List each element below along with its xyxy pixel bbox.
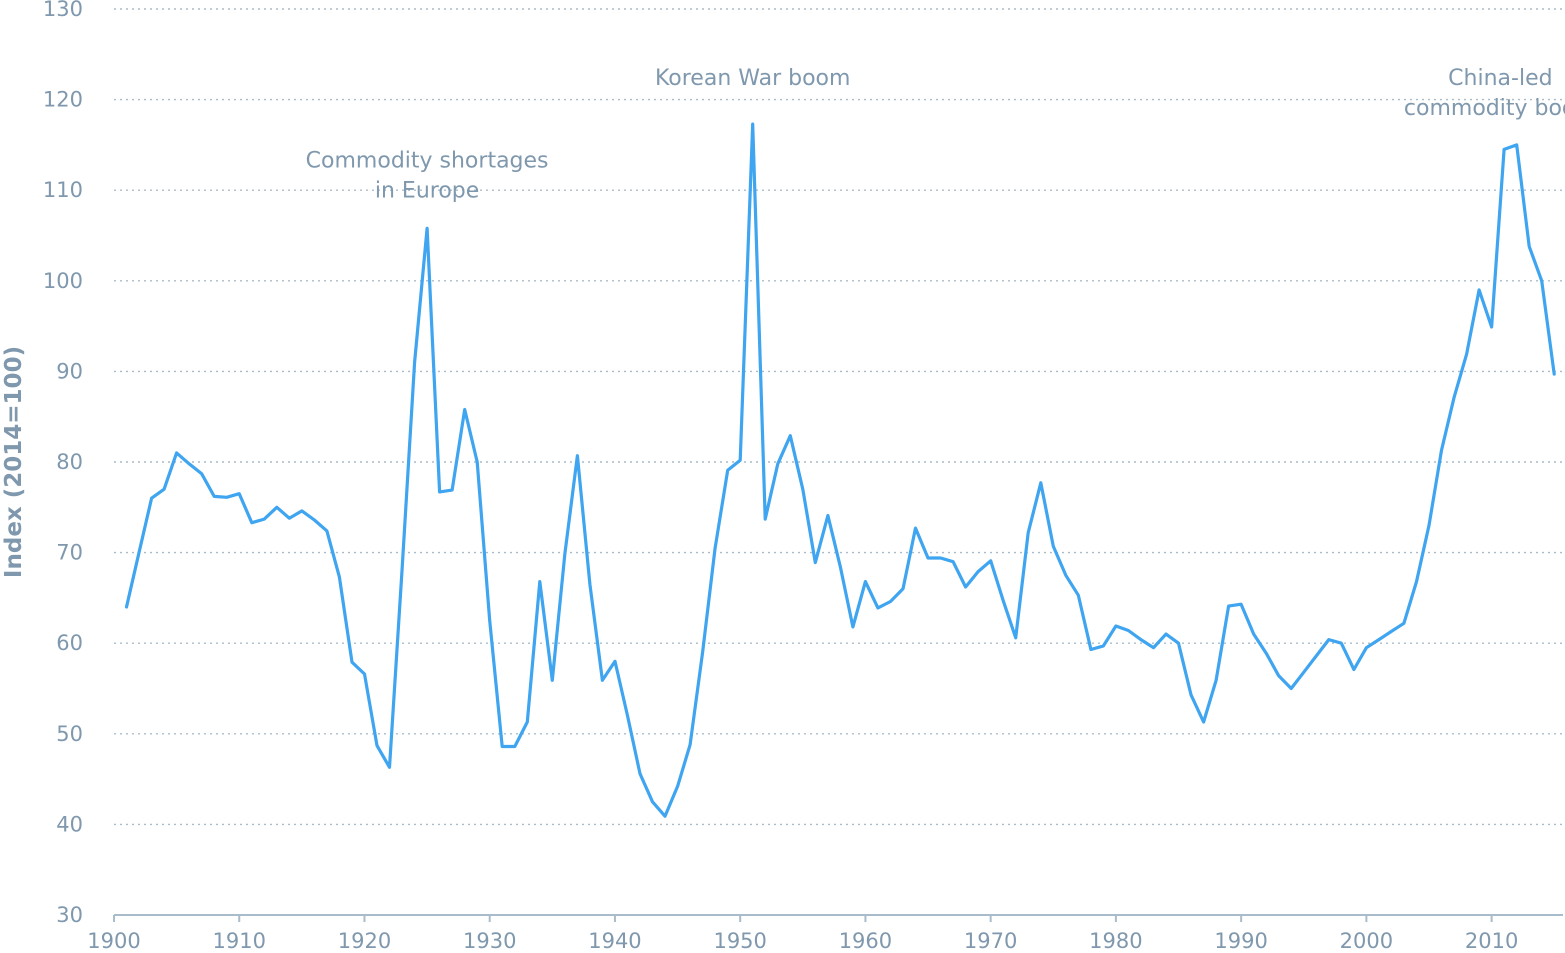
- y-tick-label-60: 60: [56, 631, 83, 655]
- x-tick-label-1940: 1940: [588, 929, 641, 953]
- annotation-line: in Europe: [375, 179, 479, 204]
- data-series: [124, 122, 1556, 818]
- annotation-line: Commodity shortages: [306, 149, 549, 174]
- annotation-line: commodity boom: [1404, 96, 1565, 121]
- x-tick-label-1970: 1970: [964, 929, 1017, 953]
- y-tick-label-100: 100: [43, 269, 83, 293]
- y-tick-label-30: 30: [56, 903, 83, 927]
- x-tick-label-1980: 1980: [1089, 929, 1142, 953]
- y-tick-label-110: 110: [43, 178, 83, 202]
- y-tick-label-120: 120: [43, 88, 83, 112]
- annotation-line: Korean War boom: [655, 66, 851, 91]
- x-tick-label-1920: 1920: [338, 929, 391, 953]
- y-tick-label-90: 90: [56, 359, 83, 383]
- x-tick-label-2010: 2010: [1465, 929, 1518, 953]
- x-tick-label-1960: 1960: [839, 929, 892, 953]
- annotation-0: Commodity shortages in Europe: [306, 149, 549, 204]
- y-tick-label-70: 70: [56, 541, 83, 565]
- y-tick-label-130: 130: [43, 0, 83, 21]
- y-axis-tick-labels: 30 40 50 60 70 80 90 100 110 120 130: [43, 0, 83, 927]
- x-tick-label-1900: 1900: [87, 929, 140, 953]
- x-tick-label-2000: 2000: [1340, 929, 1393, 953]
- annotation-line: China-led: [1448, 66, 1552, 91]
- y-tick-label-50: 50: [56, 722, 83, 746]
- y-tick-label-80: 80: [56, 450, 83, 474]
- x-tick-label-1990: 1990: [1214, 929, 1267, 953]
- y-tick-label-40: 40: [56, 812, 83, 836]
- y-axis-title: Index (2014=100): [1, 346, 27, 578]
- annotations: Commodity shortages in Europe Korean War b…: [306, 66, 1565, 203]
- annotation-2: China-led commodity boom: [1404, 66, 1565, 121]
- x-axis: 1900 1910 1920 1930 1940 1950 1960 1970 1980 1990…: [87, 914, 1563, 953]
- series-line-0: [124, 122, 1556, 818]
- x-tick-label-1930: 1930: [463, 929, 516, 953]
- annotation-1: Korean War boom: [655, 66, 851, 91]
- gridlines: [114, 8, 1563, 826]
- x-tick-label-1950: 1950: [713, 929, 766, 953]
- x-tick-label-1910: 1910: [213, 929, 266, 953]
